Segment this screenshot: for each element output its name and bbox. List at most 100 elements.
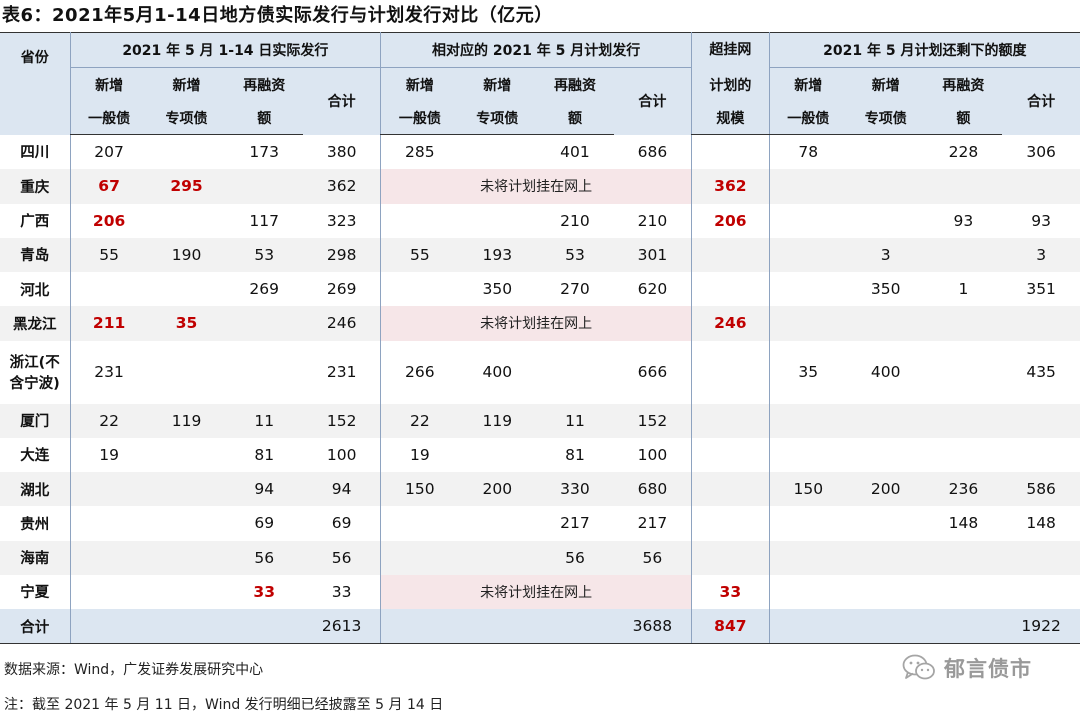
cell-over: 362 [691, 169, 770, 204]
cell-a1 [69, 540, 148, 575]
cell-a2 [148, 506, 226, 540]
province-cell: 浙江(不含宁波) [0, 341, 70, 404]
province-cell: 湖北 [0, 472, 70, 507]
plan-not-online-notice: 未将计划挂在网上 [380, 574, 692, 609]
cell-a1: 207 [69, 134, 148, 170]
cell-b4: 620 [637, 280, 668, 299]
sub-header-total: 合计 [1002, 67, 1080, 135]
cell-c3 [924, 540, 1003, 575]
cell-b1 [380, 272, 459, 307]
table-row: 宁夏 33 33 未将计划挂在网上 33 [0, 574, 1080, 609]
cell-c2: 400 [870, 363, 901, 381]
cell-empty [924, 609, 1003, 645]
cell-a4: 323 [326, 211, 357, 230]
cell-over [691, 272, 770, 307]
province-line: 含宁波) [9, 376, 60, 392]
cell-b1: 150 [380, 472, 459, 507]
cell-c4 [1002, 575, 1080, 609]
table-row: 四川 207 173 380 285 401 686 78 228 306 [0, 134, 1080, 170]
table-row: 黑龙江 211 35 246 未将计划挂在网上 246 [0, 306, 1080, 341]
table-body: 四川 207 173 380 285 401 686 78 228 306 重庆 67 295 362 未将… [0, 134, 1080, 645]
cell-a2: 119 [147, 403, 226, 438]
cell-c2 [846, 540, 925, 575]
data-source-note: 数据来源：Wind，广发证券发展研究中心 [4, 662, 264, 678]
cell-over [691, 403, 770, 438]
cell-a2: 35 [147, 306, 226, 341]
cell-b3 [536, 341, 614, 404]
cell-c2 [847, 135, 925, 170]
cell-a3: 53 [225, 237, 304, 272]
wechat-icon [902, 654, 935, 680]
cell-empty [380, 609, 459, 645]
footnote: 注：截至 2021 年 5 月 11 日，Wind 发行明细已经披露至 5 月 … [4, 697, 444, 713]
cell-c3 [924, 306, 1003, 341]
cell-a4: 298 [303, 237, 381, 272]
sub-header-refinance: 再融资 [536, 67, 614, 102]
cell-a1: 22 [69, 403, 148, 438]
group-header-planned: 相对应的 2021 年 5 月计划发行 [380, 32, 692, 68]
cell-c1: 150 [768, 472, 847, 507]
cell-b2 [458, 438, 536, 472]
cell-b4: 100 [637, 445, 668, 464]
cell-a4: 152 [303, 403, 381, 438]
province-cell: 贵州 [20, 516, 50, 533]
table-row: 海南 56 56 56 56 [0, 540, 1080, 575]
cell-empty [536, 609, 614, 645]
cell-c2 [847, 204, 925, 238]
cell-a3 [225, 306, 304, 341]
cell-a4: 56 [303, 540, 381, 575]
cell-b4: 152 [613, 403, 692, 438]
cell-b2: 400 [482, 363, 513, 381]
cell-c1 [768, 203, 847, 238]
cell-c1 [768, 540, 847, 575]
cell-b1: 22 [380, 403, 459, 438]
total-overplan: 847 [691, 609, 770, 645]
cell-b4: 301 [613, 237, 692, 272]
bond-issuance-table: 省份 2021 年 5 月 1-14 日实际发行 相对应的 2021 年 5 月… [0, 32, 1080, 645]
table-row: 重庆 67 295 362 未将计划挂在网上 362 [0, 169, 1080, 204]
sub-header-refinance: 再融资 [924, 67, 1003, 102]
cell-c3: 1 [958, 280, 969, 299]
cell-c3 [924, 403, 1003, 438]
sub-header-new-general-2: 一般债 [768, 102, 847, 135]
cell-c2 [847, 506, 925, 540]
cell-a3: 33 [253, 582, 275, 601]
sub-header-new-general: 新增 [768, 67, 847, 102]
cell-b2 [458, 135, 536, 170]
province-line: 浙江(不 [9, 355, 60, 371]
cell-b1 [380, 203, 459, 238]
cell-b3: 56 [536, 540, 614, 575]
cell-c3 [925, 438, 1003, 472]
cell-a4: 246 [303, 306, 381, 341]
cell-a1: 67 [69, 169, 148, 204]
sub-header-total: 合计 [303, 67, 381, 135]
cell-c1 [768, 306, 847, 341]
cell-b1: 266 [380, 340, 459, 404]
table-title: 表6：2021年5月1-14日地方债实际发行与计划发行对比（亿元） [2, 5, 553, 26]
cell-c1 [768, 169, 847, 204]
table-row: 大连 19 81 100 19 81 100 [0, 437, 1080, 472]
province-header: 省份 [0, 32, 70, 135]
cell-a3 [225, 169, 304, 204]
cell-c4 [1002, 169, 1080, 204]
cell-c2: 3 [846, 237, 925, 272]
cell-c1 [768, 574, 847, 609]
cell-c3 [925, 341, 1003, 404]
cell-b2 [458, 540, 537, 575]
cell-c4 [1002, 438, 1080, 472]
table-row: 河北 269 269 350 270 620 350 1 351 [0, 272, 1080, 307]
cell-b4: 686 [637, 142, 668, 161]
sub-header-refinance-2: 额 [225, 102, 304, 135]
plan-not-online-notice: 未将计划挂在网上 [380, 169, 692, 204]
cell-b4: 666 [637, 363, 668, 381]
cell-a3: 269 [249, 280, 280, 299]
sub-header-new-general-2: 一般债 [380, 102, 459, 135]
cell-c4: 93 [1031, 211, 1051, 230]
cell-a2 [147, 472, 226, 507]
cell-b3: 217 [560, 514, 590, 533]
cell-b1: 55 [380, 237, 459, 272]
cell-a3: 117 [249, 211, 280, 230]
cell-over [691, 237, 770, 272]
province-cell: 厦门 [0, 403, 70, 438]
cell-b2: 119 [458, 403, 537, 438]
